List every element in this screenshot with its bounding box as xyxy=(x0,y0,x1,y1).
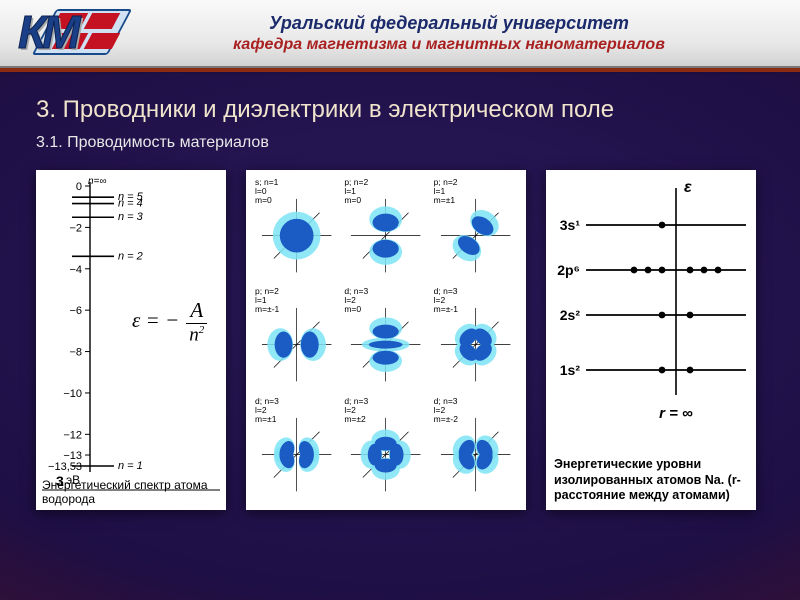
hydrogen-spectrum-panel: 0−2−4−6−8−10−12−13−13,53n=∞n = 1n = 2n =… xyxy=(36,170,226,510)
energy-formula: ε = − A n2 xyxy=(132,298,207,346)
orbital-cell: p; n=2l=1m=±1 xyxy=(431,176,520,285)
orbital-cell: d; n=3l=2m=0 xyxy=(341,285,430,394)
svg-text:−2: −2 xyxy=(69,222,82,234)
logo-letters: КМ xyxy=(18,5,77,59)
svg-text:−6: −6 xyxy=(69,305,82,317)
orbital-cell: p; n=2l=1m=±-1 xyxy=(252,285,341,394)
svg-text:−8: −8 xyxy=(69,347,82,359)
svg-text:−12: −12 xyxy=(63,429,82,441)
orbital-cell: d; n=3l=2m=±2 xyxy=(341,395,430,504)
svg-text:−10: −10 xyxy=(63,388,82,400)
panel1-caption: Энергетический спектр атома водорода xyxy=(42,478,222,506)
orbital-cell: s; n=1l=0m=0 xyxy=(252,176,341,285)
svg-text:−4: −4 xyxy=(69,264,82,276)
svg-text:n = 1: n = 1 xyxy=(118,460,143,472)
svg-text:n = 5: n = 5 xyxy=(118,191,144,203)
orbital-cell: d; n=3l=2m=±-2 xyxy=(431,395,520,504)
orbital-grid: s; n=1l=0m=0p; n=2l=1m=0p; n=2l=1m=±1 p; … xyxy=(252,176,520,504)
svg-text:1s²: 1s² xyxy=(560,362,581,378)
panel3-caption: Энергетические уровни изолированных атом… xyxy=(554,457,748,504)
svg-text:n = 2: n = 2 xyxy=(118,250,143,262)
svg-text:0: 0 xyxy=(76,181,82,193)
svg-text:3s¹: 3s¹ xyxy=(560,217,581,233)
department-name: кафедра магнетизма и магнитных наноматер… xyxy=(152,36,746,54)
orbital-cell: p; n=2l=1m=0 xyxy=(341,176,430,285)
svg-text:ε: ε xyxy=(684,179,692,196)
header-text: Уральский федеральный университет кафедр… xyxy=(152,13,786,54)
svg-text:2s²: 2s² xyxy=(560,307,581,323)
orbital-grid-panel: s; n=1l=0m=0p; n=2l=1m=0p; n=2l=1m=±1 p; … xyxy=(246,170,526,510)
svg-text:n = 3: n = 3 xyxy=(118,211,144,223)
logo-km: КМ xyxy=(14,7,134,59)
university-name: Уральский федеральный университет xyxy=(152,13,746,34)
orbital-cell: d; n=3l=2m=±-1 xyxy=(431,285,520,394)
svg-text:2p⁶: 2p⁶ xyxy=(557,262,580,278)
svg-text:n=∞: n=∞ xyxy=(88,176,107,187)
svg-text:r = ∞: r = ∞ xyxy=(659,405,693,422)
orbital-cell: d; n=3l=2m=±1 xyxy=(252,395,341,504)
na-levels-panel: ε 3s¹ 2p⁶ 2s² 1s² r = ∞ Энергетические уровни… xyxy=(546,170,756,510)
university-header: КМ Уральский федеральный университет каф… xyxy=(0,0,800,68)
slide-title: 3. Проводники и диэлектрики в электричес… xyxy=(0,68,800,134)
na-level-diagram: ε 3s¹ 2p⁶ 2s² 1s² r = ∞ xyxy=(546,170,756,440)
slide-subtitle: 3.1. Проводимость материалов xyxy=(0,134,800,170)
svg-text:−13,53: −13,53 xyxy=(48,461,82,473)
figure-row: 0−2−4−6−8−10−12−13−13,53n=∞n = 1n = 2n =… xyxy=(0,170,800,510)
